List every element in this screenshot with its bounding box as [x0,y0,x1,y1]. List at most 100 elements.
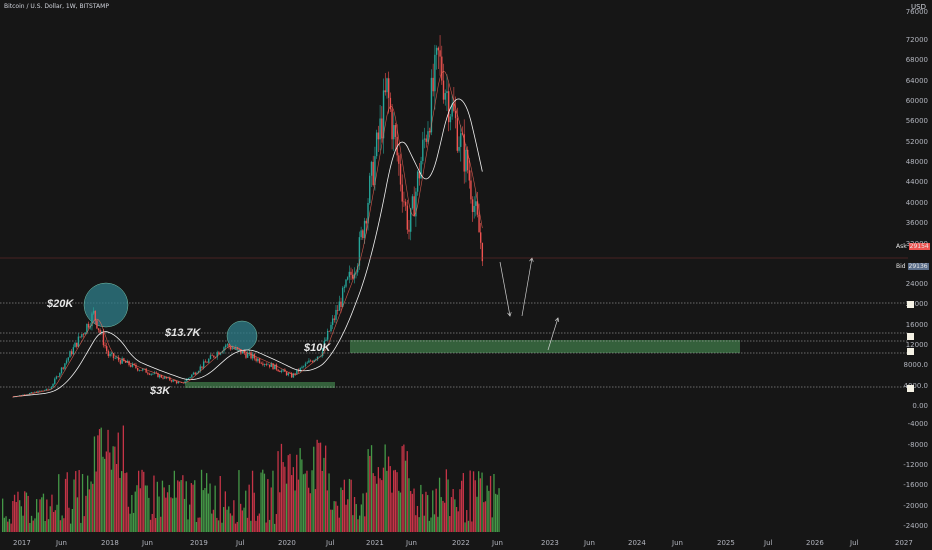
volume-bar [240,503,242,532]
candle-body [336,309,339,311]
volume-bar [336,505,339,532]
candle-body [201,366,203,368]
volume-bar [39,499,41,532]
candle-body [223,347,225,352]
volume-bar [64,478,67,532]
volume-bar [297,479,300,532]
candle-body [175,381,178,384]
time-tick: 2021 [366,539,384,547]
volume-bar [54,510,56,532]
volume-bar [444,502,446,532]
volume-bar [471,521,473,532]
candle-body [315,359,317,361]
candle-body [226,344,229,346]
candle-body [30,392,33,394]
candle-body [367,202,369,224]
candle-body [262,363,264,365]
candle-body [211,355,213,356]
volume-bar [53,511,55,532]
volume-bar [136,485,138,532]
volume-bar [27,495,29,532]
candle-body [328,330,331,332]
price-tick: 20000 [905,300,928,308]
volume-bar [223,507,225,532]
volume-bar [328,473,330,532]
volume-bar [306,470,308,532]
volume-bar [367,449,369,532]
candle-body [416,171,419,192]
candle-body [164,376,166,379]
price-mark-13k [907,333,914,340]
candle-body [170,380,173,382]
candle-body [309,360,312,362]
volume-bar [217,520,220,532]
volume-bar [68,507,70,532]
candle-body [12,396,14,398]
candle-body [76,342,78,347]
candle-body [387,78,390,98]
candle-body [391,109,393,140]
volume-bar [173,470,175,532]
candle-body [393,125,395,140]
volume-bar [416,505,419,532]
candle-body [316,356,319,360]
volume-bar [478,471,480,532]
time-tick: Jun [492,539,503,547]
volume-bar [95,471,97,532]
candle-body [240,348,242,354]
volume-bar [365,492,368,532]
candle-body [228,344,230,347]
volume-bar [61,515,63,532]
volume-bar [285,483,288,532]
volume-tick: -12000 [903,461,928,469]
volume-bar [185,481,187,532]
candle-body [270,363,273,367]
volume-bar [483,502,485,532]
volume-bar [452,489,454,532]
candle-body [408,229,410,232]
candle-body [454,110,457,119]
volume-bar [301,459,303,532]
volume-bar [155,518,157,532]
candle-body [279,371,281,373]
volume-bar [382,467,385,532]
projection-arrow [547,317,559,351]
volume-bar [274,523,276,532]
candle-body [340,301,342,308]
time-tick: 2018 [101,539,119,547]
volume-bar [476,496,478,532]
volume-bar [396,472,398,532]
volume-bar [279,492,281,532]
time-tick: 2017 [13,539,31,547]
volume-bar [81,473,84,532]
candle-body [303,366,305,367]
price-tick: 48000 [905,158,928,166]
volume-bar [467,520,470,532]
volume-bar [80,522,82,532]
candle-body [475,201,477,206]
volume-bar [399,492,402,532]
candle-body [423,138,426,140]
candle-body [358,237,361,266]
candle-body [432,77,434,92]
candle-body [292,373,295,378]
time-tick: Jul [764,539,773,547]
zone-3k [185,382,335,388]
candle-body [82,334,85,335]
volume-bar [73,479,75,532]
volume-bar [107,429,109,532]
volume-bar [76,497,79,532]
candle-body [197,371,200,373]
volume-bar [275,514,277,532]
volume-bar [277,451,279,532]
candle-body [52,383,54,387]
level-label-10k: $10K [304,342,331,354]
volume-bar [359,515,361,532]
support-zones [185,340,740,388]
candle-body [285,371,288,376]
candle-body [64,363,66,369]
volume-bar [488,490,490,532]
candle-body [59,373,61,377]
volume-bar [90,481,92,532]
